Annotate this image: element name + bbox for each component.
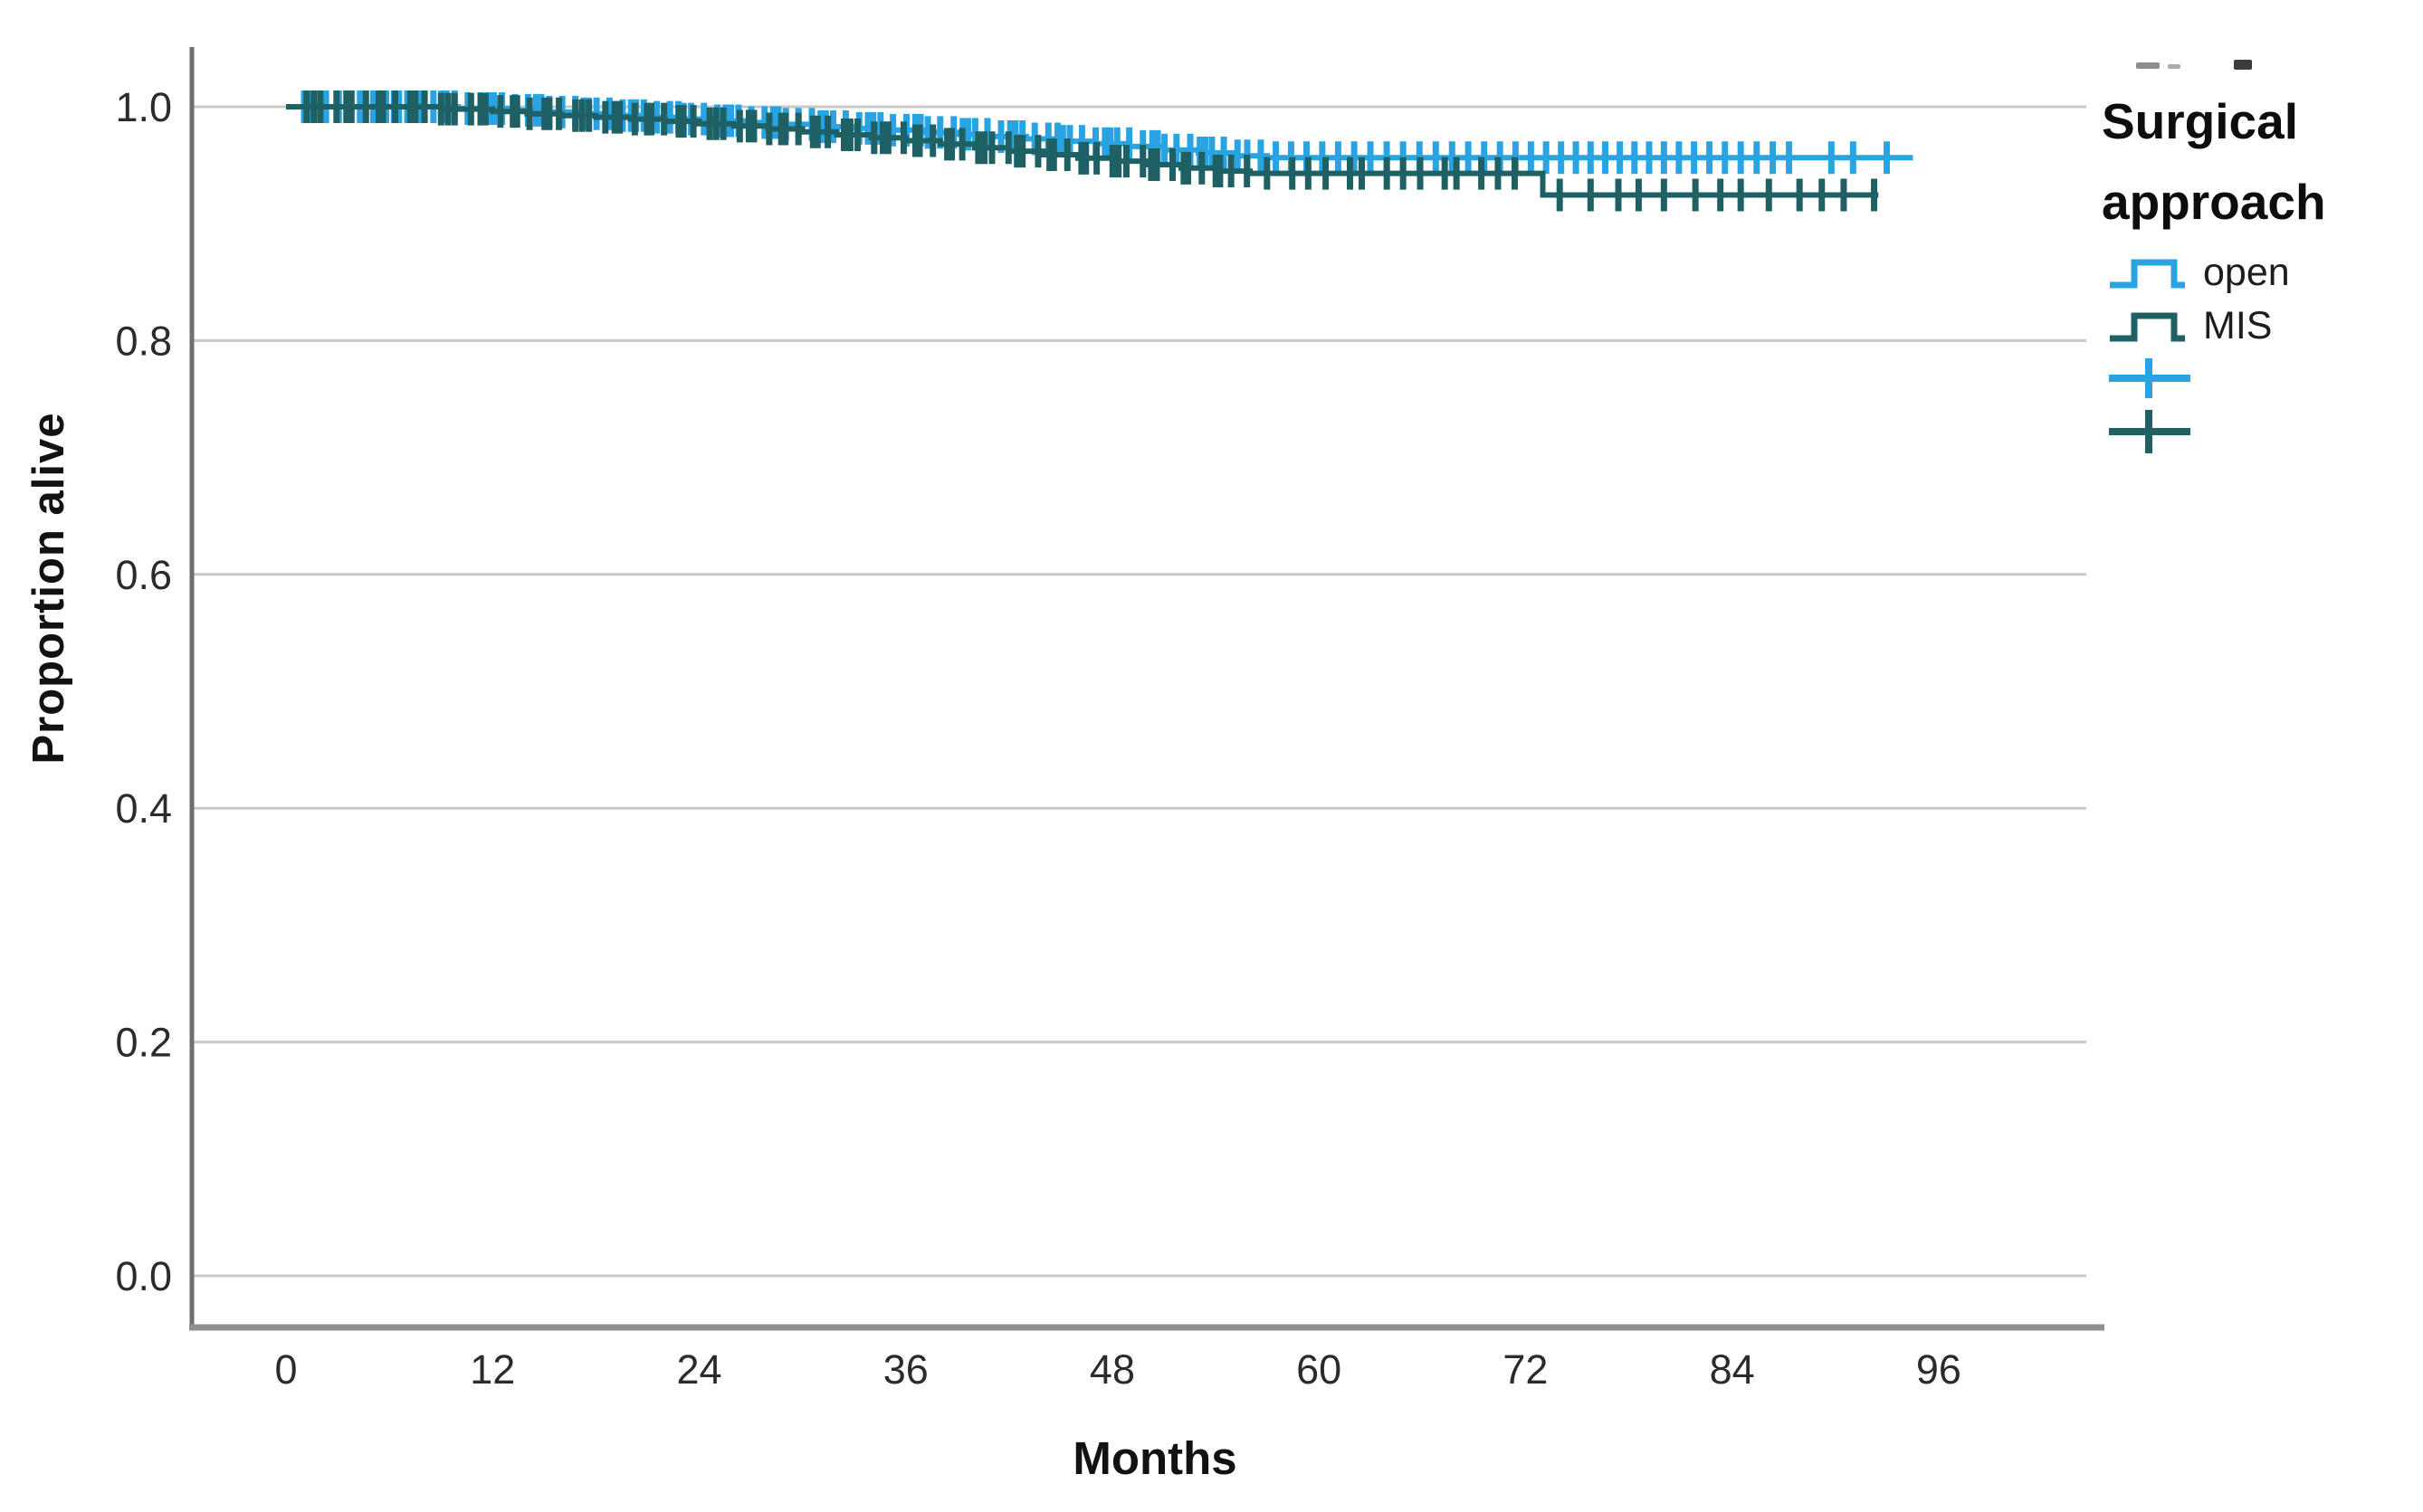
legend-item-open-censored <box>2107 353 2203 404</box>
x-tick-label-48: 48 <box>1090 1346 1135 1393</box>
y-tick-label-0.0: 0.0 <box>115 1253 172 1299</box>
y-tick-label-0.6: 0.6 <box>115 552 172 598</box>
stray-artifact-mark <box>2168 64 2180 69</box>
x-tick-label-12: 12 <box>470 1346 515 1393</box>
legend: Surgical approach open MIS <box>2102 81 2423 453</box>
stray-artifact-mark <box>2136 62 2160 69</box>
x-tick-label-96: 96 <box>1916 1346 1961 1393</box>
x-tick-label-24: 24 <box>676 1346 721 1393</box>
step-line-icon <box>2110 259 2185 289</box>
step-line-icon <box>2110 312 2185 342</box>
stray-artifact-mark <box>2234 60 2252 70</box>
legend-item-mis-censored <box>2107 406 2203 457</box>
plus-icon <box>2109 410 2190 453</box>
legend-item-mis: MIS <box>2107 304 2272 347</box>
y-tick-label-0.2: 0.2 <box>115 1020 172 1066</box>
x-tick-label-60: 60 <box>1296 1346 1341 1393</box>
y-tick-label-1.0: 1.0 <box>115 84 172 130</box>
x-axis-title: Months <box>1073 1432 1237 1484</box>
x-tick-label-84: 84 <box>1710 1346 1755 1393</box>
legend-item-label: open <box>2203 250 2290 294</box>
y-axis-title: Proportion alive <box>24 412 73 765</box>
legend-item-label: MIS <box>2203 303 2273 347</box>
plus-icon <box>2109 358 2190 398</box>
x-tick-label-36: 36 <box>883 1346 929 1393</box>
x-tick-label-0: 0 <box>274 1346 297 1393</box>
y-tick-label-0.4: 0.4 <box>115 785 172 832</box>
x-tick-label-72: 72 <box>1502 1346 1548 1393</box>
legend-title: Surgical approach <box>2102 93 2326 230</box>
legend-item-open: open <box>2107 251 2290 294</box>
y-tick-label-0.8: 0.8 <box>115 318 172 364</box>
